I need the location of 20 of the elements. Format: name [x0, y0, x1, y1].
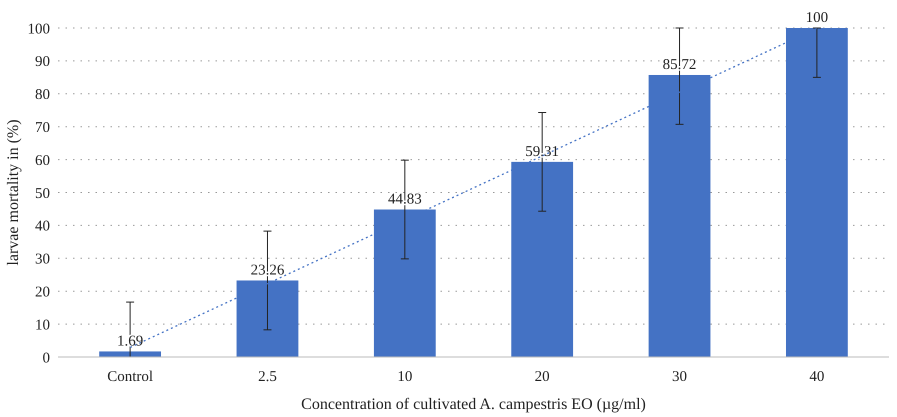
x-tick-label: 40 — [809, 369, 824, 385]
data-label: 100 — [806, 10, 828, 26]
y-tick-label: 10 — [35, 317, 50, 334]
y-tick-label: 100 — [28, 21, 50, 38]
y-axis-title: larvae mortality in (%) — [5, 119, 22, 266]
x-tick-label: 2.5 — [258, 369, 277, 385]
y-tick-label: 30 — [35, 252, 50, 268]
x-tick-label: 10 — [397, 369, 412, 385]
y-tick-label: 80 — [35, 87, 50, 104]
x-tick-label: Control — [107, 369, 154, 385]
y-tick-label: 40 — [35, 218, 50, 235]
y-tick-label: 70 — [35, 120, 50, 136]
y-tick-label: 0 — [42, 350, 50, 366]
y-tick-label: 60 — [35, 152, 50, 169]
y-tick-label: 50 — [35, 186, 50, 202]
y-tick-label: 90 — [35, 54, 50, 70]
y-tick-label: 20 — [35, 284, 50, 300]
x-tick-label: 20 — [534, 369, 550, 385]
x-tick-label: 30 — [672, 369, 688, 385]
x-axis-title: Concentration of cultivated A. campestris EO (µg/ml) — [301, 396, 646, 413]
